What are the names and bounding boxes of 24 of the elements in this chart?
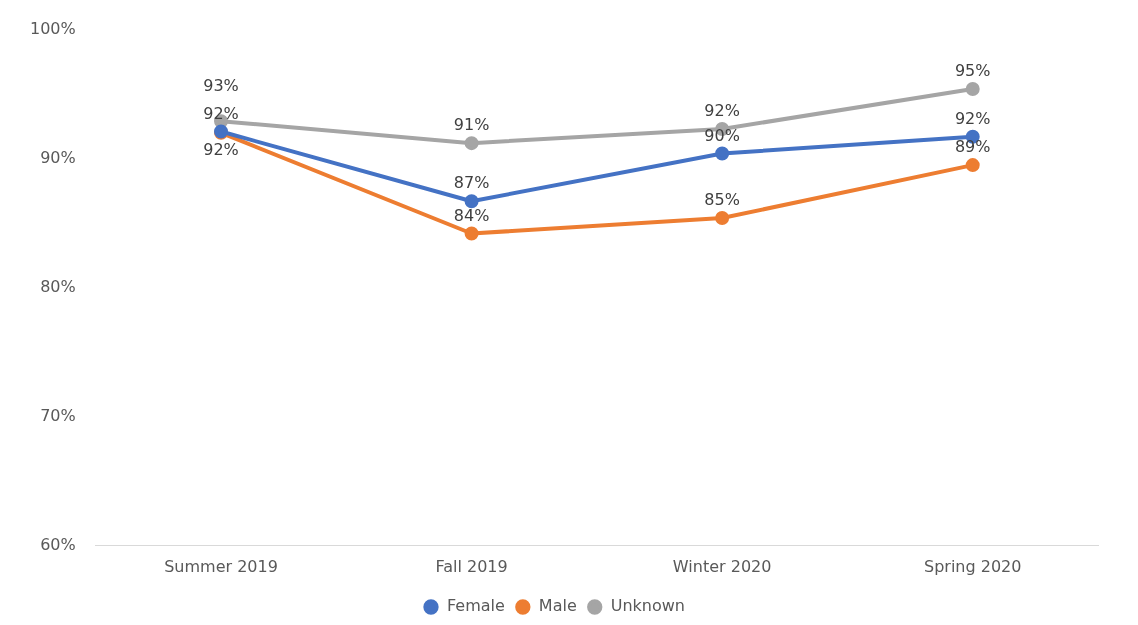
data-label: 93%	[203, 76, 239, 96]
y-tick-label: 100%	[29, 18, 76, 38]
legend-label: Male	[538, 596, 577, 616]
legend-label: Unknown	[610, 596, 686, 616]
x-tick-label: Spring 2020	[924, 556, 1022, 576]
y-tick-label: 70%	[40, 405, 76, 425]
data-label: 92%	[203, 103, 239, 123]
legend-label: Female	[446, 596, 505, 616]
data-label: 85%	[704, 190, 740, 210]
data-label: 95%	[954, 61, 991, 81]
data-label: 92%	[203, 140, 239, 159]
x-tick-label: Winter 2020	[672, 556, 772, 576]
data-label: 92%	[954, 108, 991, 128]
data-label: 87%	[453, 173, 490, 193]
data-label: 90%	[704, 125, 740, 145]
data-label: 89%	[954, 137, 991, 157]
y-tick-label: 80%	[40, 276, 76, 296]
x-tick-label: Summer 2019	[164, 556, 278, 576]
data-label: 91%	[453, 115, 490, 135]
data-label: 84%	[453, 205, 490, 225]
data-label: 92%	[704, 101, 740, 121]
x-tick-label: Fall 2019	[435, 556, 508, 576]
y-tick-label: 60%	[40, 534, 76, 554]
y-tick-label: 90%	[40, 147, 76, 167]
